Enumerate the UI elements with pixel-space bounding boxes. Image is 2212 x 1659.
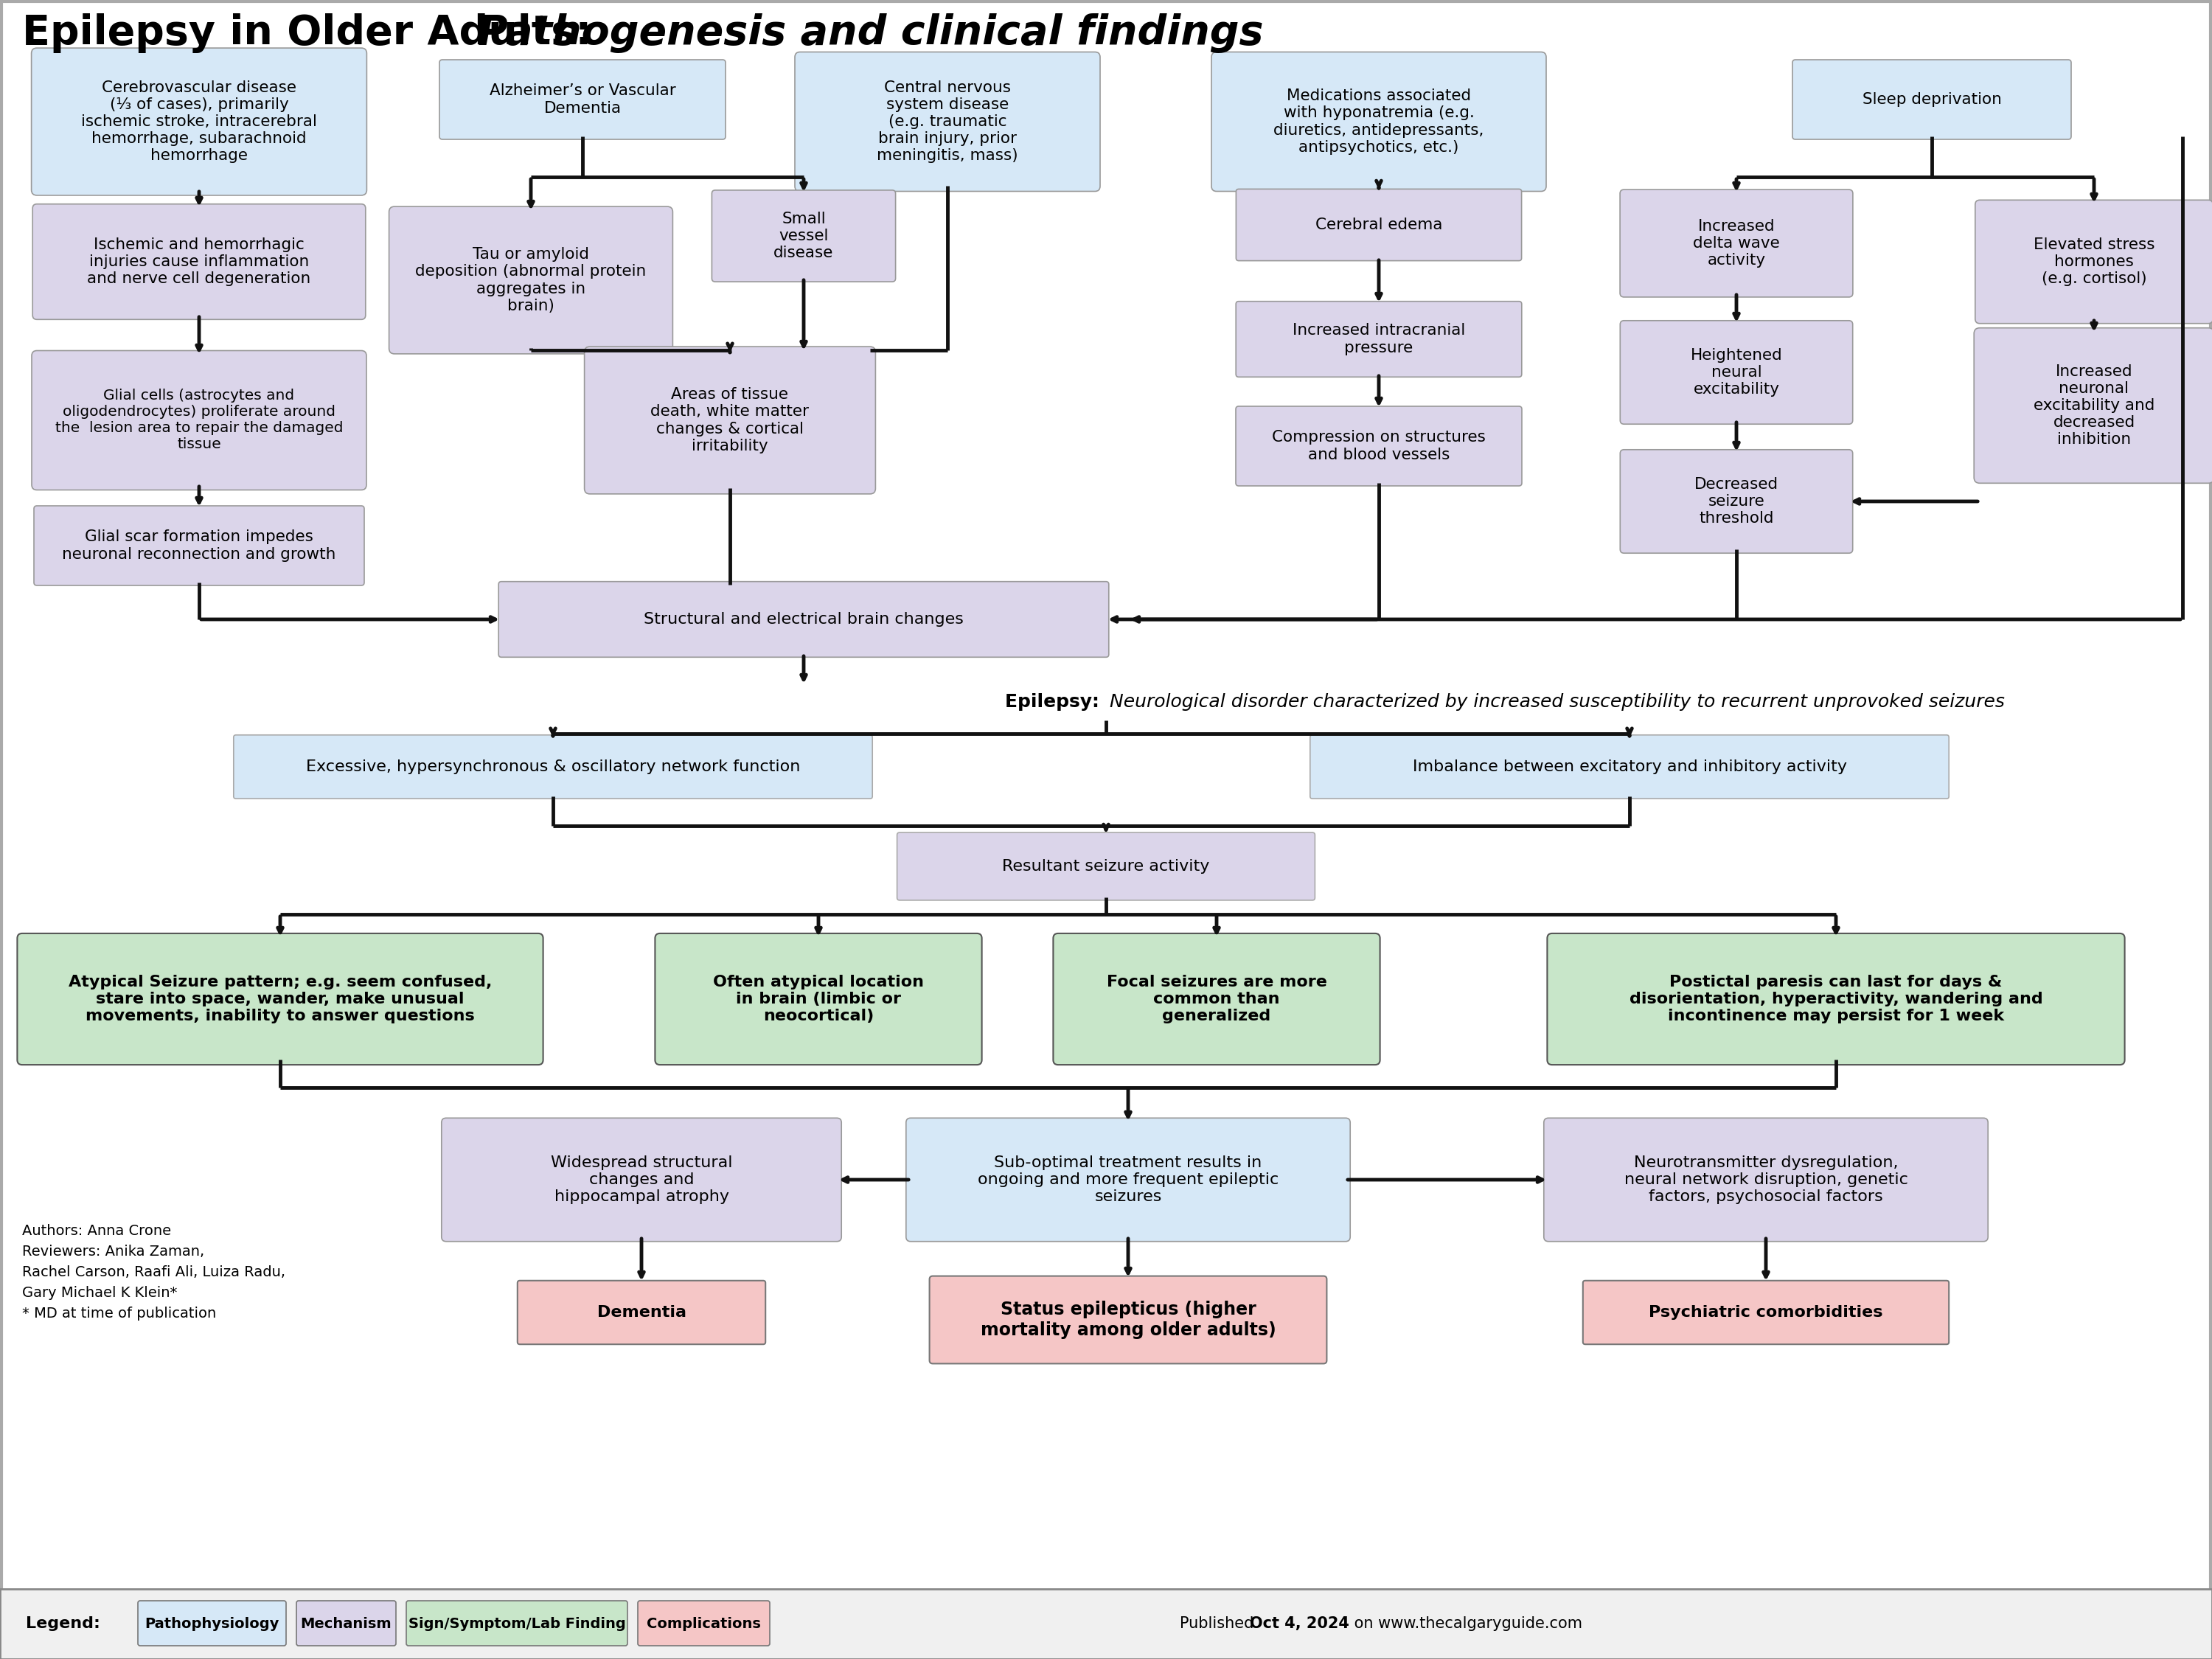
Text: Mechanism: Mechanism xyxy=(301,1616,392,1631)
FancyBboxPatch shape xyxy=(442,1118,841,1241)
FancyBboxPatch shape xyxy=(31,48,367,196)
Text: Imbalance between excitatory and inhibitory activity: Imbalance between excitatory and inhibit… xyxy=(1411,760,1847,775)
Text: Often atypical location
in brain (limbic or
neocortical): Often atypical location in brain (limbic… xyxy=(712,974,925,1024)
FancyBboxPatch shape xyxy=(33,506,365,586)
FancyBboxPatch shape xyxy=(1975,201,2212,324)
Text: Complications: Complications xyxy=(646,1616,761,1631)
FancyBboxPatch shape xyxy=(498,582,1108,657)
FancyBboxPatch shape xyxy=(637,1601,770,1646)
Text: Postictal paresis can last for days &
disorientation, hyperactivity, wandering a: Postictal paresis can last for days & di… xyxy=(1630,974,2042,1024)
Text: Increased
neuronal
excitability and
decreased
inhibition: Increased neuronal excitability and decr… xyxy=(2033,363,2154,448)
FancyBboxPatch shape xyxy=(234,735,872,798)
Text: Heightened
neural
excitability: Heightened neural excitability xyxy=(1690,348,1783,397)
Text: Sleep deprivation: Sleep deprivation xyxy=(1863,93,2002,106)
FancyBboxPatch shape xyxy=(0,1589,2212,1659)
Text: Sign/Symptom/Lab Finding: Sign/Symptom/Lab Finding xyxy=(409,1616,626,1631)
Text: Oct 4, 2024: Oct 4, 2024 xyxy=(1250,1616,1349,1631)
Text: on www.thecalgaryguide.com: on www.thecalgaryguide.com xyxy=(1349,1616,1582,1631)
FancyBboxPatch shape xyxy=(907,1118,1349,1241)
FancyBboxPatch shape xyxy=(712,191,896,282)
Text: Excessive, hypersynchronous & oscillatory network function: Excessive, hypersynchronous & oscillator… xyxy=(305,760,801,775)
FancyBboxPatch shape xyxy=(1237,406,1522,486)
Text: Glial cells (astrocytes and
oligodendrocytes) proliferate around
the  lesion are: Glial cells (astrocytes and oligodendroc… xyxy=(55,388,343,451)
Text: Status epilepticus (higher
mortality among older adults): Status epilepticus (higher mortality amo… xyxy=(980,1301,1276,1339)
FancyBboxPatch shape xyxy=(407,1601,628,1646)
Text: Cerebrovascular disease
(⅓ of cases), primarily
ischemic stroke, intracerebral
h: Cerebrovascular disease (⅓ of cases), pr… xyxy=(82,80,316,163)
FancyBboxPatch shape xyxy=(1584,1281,1949,1344)
Text: Medications associated
with hyponatremia (e.g.
diuretics, antidepressants,
antip: Medications associated with hyponatremia… xyxy=(1274,88,1484,154)
Text: Compression on structures
and blood vessels: Compression on structures and blood vess… xyxy=(1272,430,1486,461)
Text: Psychiatric comorbidities: Psychiatric comorbidities xyxy=(1648,1306,1882,1321)
FancyBboxPatch shape xyxy=(1237,189,1522,260)
Text: Authors: Anna Crone
Reviewers: Anika Zaman,
Rachel Carson, Raafi Ali, Luiza Radu: Authors: Anna Crone Reviewers: Anika Zam… xyxy=(22,1224,285,1321)
Text: Elevated stress
hormones
(e.g. cortisol): Elevated stress hormones (e.g. cortisol) xyxy=(2033,237,2154,287)
FancyBboxPatch shape xyxy=(898,833,1314,901)
Text: Structural and electrical brain changes: Structural and electrical brain changes xyxy=(644,612,964,627)
Text: Sub-optimal treatment results in
ongoing and more frequent epileptic
seizures: Sub-optimal treatment results in ongoing… xyxy=(978,1155,1279,1204)
FancyBboxPatch shape xyxy=(1619,320,1854,425)
Text: Increased
delta wave
activity: Increased delta wave activity xyxy=(1692,219,1781,267)
Text: Resultant seizure activity: Resultant seizure activity xyxy=(1002,859,1210,874)
Text: Increased intracranial
pressure: Increased intracranial pressure xyxy=(1292,324,1464,355)
FancyBboxPatch shape xyxy=(33,204,365,320)
Text: Alzheimer’s or Vascular
Dementia: Alzheimer’s or Vascular Dementia xyxy=(489,83,675,116)
FancyBboxPatch shape xyxy=(31,350,367,489)
Text: Pathophysiology: Pathophysiology xyxy=(144,1616,279,1631)
Text: Central nervous
system disease
(e.g. traumatic
brain injury, prior
meningitis, m: Central nervous system disease (e.g. tra… xyxy=(876,80,1018,163)
FancyBboxPatch shape xyxy=(929,1276,1327,1364)
FancyBboxPatch shape xyxy=(1619,189,1854,297)
Text: Ischemic and hemorrhagic
injuries cause inflammation
and nerve cell degeneration: Ischemic and hemorrhagic injuries cause … xyxy=(86,237,312,287)
FancyBboxPatch shape xyxy=(389,206,672,353)
FancyBboxPatch shape xyxy=(1619,450,1854,552)
FancyBboxPatch shape xyxy=(655,934,982,1065)
FancyBboxPatch shape xyxy=(794,51,1099,191)
Text: Atypical Seizure pattern; e.g. seem confused,
stare into space, wander, make unu: Atypical Seizure pattern; e.g. seem conf… xyxy=(69,974,491,1024)
Text: Widespread structural
changes and
hippocampal atrophy: Widespread structural changes and hippoc… xyxy=(551,1155,732,1204)
FancyBboxPatch shape xyxy=(1310,735,1949,798)
FancyBboxPatch shape xyxy=(440,60,726,139)
Text: Neurotransmitter dysregulation,
neural network disruption, genetic
factors, psyc: Neurotransmitter dysregulation, neural n… xyxy=(1624,1155,1907,1204)
Text: Pathogenesis and clinical findings: Pathogenesis and clinical findings xyxy=(478,13,1263,53)
FancyBboxPatch shape xyxy=(1546,934,2126,1065)
FancyBboxPatch shape xyxy=(584,347,876,494)
Text: Areas of tissue
death, white matter
changes & cortical
irritability: Areas of tissue death, white matter chan… xyxy=(650,387,810,453)
Text: Legend:: Legend: xyxy=(27,1616,100,1631)
Text: Focal seizures are more
common than
generalized: Focal seizures are more common than gene… xyxy=(1106,974,1327,1024)
Text: Epilepsy:: Epilepsy: xyxy=(1004,693,1106,710)
FancyBboxPatch shape xyxy=(1237,302,1522,377)
FancyBboxPatch shape xyxy=(137,1601,285,1646)
Text: Dementia: Dementia xyxy=(597,1306,686,1321)
FancyBboxPatch shape xyxy=(296,1601,396,1646)
Text: Small
vessel
disease: Small vessel disease xyxy=(774,211,834,260)
Text: Tau or amyloid
deposition (abnormal protein
aggregates in
brain): Tau or amyloid deposition (abnormal prot… xyxy=(416,247,646,314)
FancyBboxPatch shape xyxy=(518,1281,765,1344)
Text: Published: Published xyxy=(1179,1616,1259,1631)
Text: Cerebral edema: Cerebral edema xyxy=(1316,217,1442,232)
FancyBboxPatch shape xyxy=(1973,328,2212,483)
FancyBboxPatch shape xyxy=(1544,1118,1989,1241)
FancyBboxPatch shape xyxy=(18,934,544,1065)
Text: Decreased
seizure
threshold: Decreased seizure threshold xyxy=(1694,476,1778,526)
Text: Glial scar formation impedes
neuronal reconnection and growth: Glial scar formation impedes neuronal re… xyxy=(62,529,336,561)
FancyBboxPatch shape xyxy=(1212,51,1546,191)
FancyBboxPatch shape xyxy=(1792,60,2070,139)
Text: Epilepsy in Older Adults:: Epilepsy in Older Adults: xyxy=(22,13,606,53)
FancyBboxPatch shape xyxy=(1053,934,1380,1065)
Text: Neurological disorder characterized by increased susceptibility to recurrent unp: Neurological disorder characterized by i… xyxy=(1110,693,2004,710)
